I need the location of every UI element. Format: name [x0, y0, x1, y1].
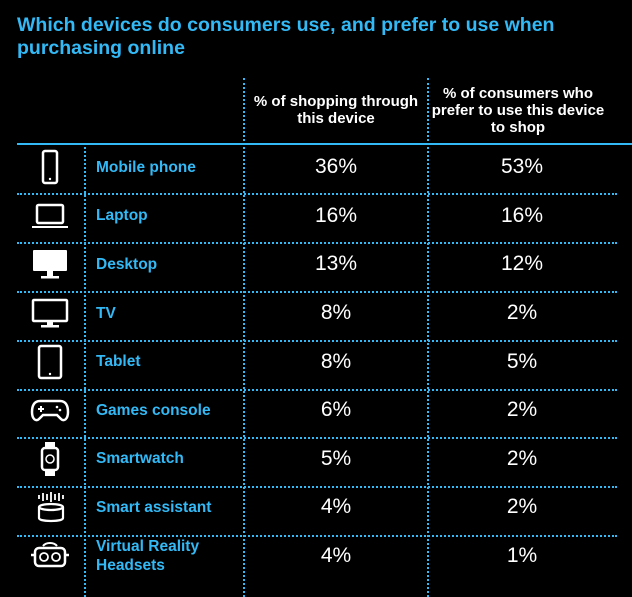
chart-title: Which devices do consumers use, and pref… [17, 14, 555, 59]
column-divider [84, 143, 86, 597]
column-divider [243, 78, 245, 597]
column-divider [427, 78, 429, 597]
device-label: Smartwatch [96, 450, 184, 468]
table-row: Smart assistant 4% 2% [17, 483, 617, 532]
shopping-value: 4% [320, 495, 352, 519]
table-row: Desktop 13% 12% [17, 240, 617, 289]
laptop-icon [17, 192, 82, 241]
header-rule [17, 143, 632, 145]
table-row: Laptop 16% 16% [17, 192, 617, 241]
prefer-value: 2% [506, 446, 538, 470]
device-label: Desktop [96, 255, 158, 273]
games-console-icon [17, 386, 82, 435]
row-divider [17, 389, 617, 391]
prefer-value: 5% [506, 349, 538, 373]
device-label: Smart assistant [96, 498, 212, 516]
prefer-value: 2% [506, 398, 538, 422]
device-label: Games console [96, 401, 211, 419]
table-row: Smartwatch 5% 2% [17, 435, 617, 484]
shopping-value: 8% [320, 301, 352, 325]
shopping-value: 36% [314, 155, 358, 179]
row-divider [17, 291, 617, 293]
table-row: TV 8% 2% [17, 289, 617, 338]
desktop-icon [17, 240, 82, 289]
table-row: Tablet 8% 5% [17, 337, 617, 386]
vr-headset-icon [17, 532, 82, 581]
shopping-value: 16% [314, 203, 358, 227]
smartwatch-icon [17, 435, 82, 484]
table-row: Mobile phone 36% 53% [17, 143, 617, 192]
prefer-value: 16% [500, 203, 544, 227]
tv-icon [17, 289, 82, 338]
device-label: TV [96, 304, 116, 322]
device-label: Mobile phone [96, 158, 196, 176]
prefer-value: 2% [506, 301, 538, 325]
table-row: Games console 6% 2% [17, 386, 617, 435]
column-header-prefer: % of consumers who prefer to use this de… [431, 84, 605, 136]
row-divider [17, 486, 617, 488]
smart-assistant-icon [17, 483, 82, 532]
row-divider [17, 242, 617, 244]
column-header-shopping: % of shopping through this device [253, 93, 419, 127]
table-row: Virtual Reality Headsets 4% 1% [17, 532, 617, 581]
mobile-phone-icon [17, 143, 82, 192]
prefer-value: 2% [506, 495, 538, 519]
prefer-value: 53% [500, 155, 544, 179]
device-table: Mobile phone 36% 53% Laptop 16% 16% Desk… [17, 143, 617, 580]
prefer-value: 12% [500, 252, 544, 276]
prefer-value: 1% [506, 544, 538, 568]
row-divider [17, 437, 617, 439]
shopping-value: 4% [320, 544, 352, 568]
device-label: Tablet [96, 353, 141, 371]
shopping-value: 5% [320, 446, 352, 470]
device-label: Virtual Reality Headsets [96, 538, 200, 575]
shopping-value: 13% [314, 252, 358, 276]
shopping-value: 6% [320, 398, 352, 422]
shopping-value: 8% [320, 349, 352, 373]
row-divider [17, 193, 617, 195]
row-divider [17, 340, 617, 342]
tablet-icon [17, 337, 82, 386]
device-label: Laptop [96, 207, 148, 225]
row-divider [17, 535, 617, 537]
